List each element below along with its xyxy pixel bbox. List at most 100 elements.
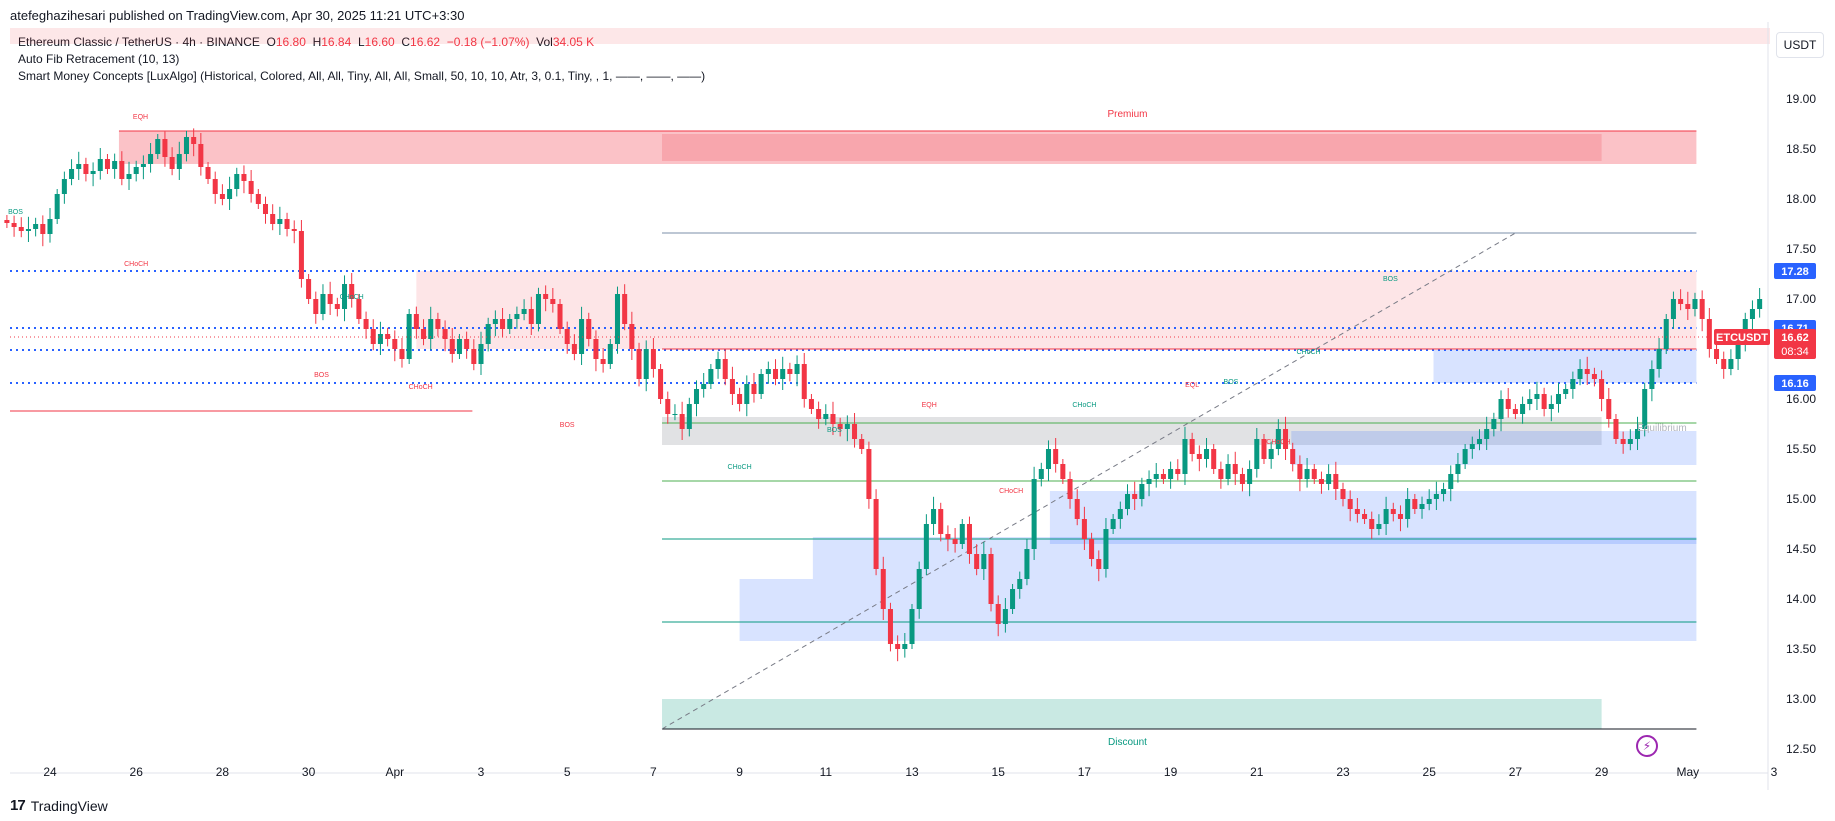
candle-body [564, 329, 570, 344]
candle-body [1067, 479, 1073, 499]
structure-label: CHoCH [409, 384, 433, 391]
flash-icon[interactable]: ⚡ [1636, 735, 1658, 757]
candle-body [155, 139, 161, 154]
candle-body [219, 194, 225, 199]
price-badge [1774, 375, 1816, 391]
premium-zone [118, 131, 1697, 164]
x-tick-label: 17 [1078, 765, 1092, 779]
candle-body [33, 224, 39, 229]
candle-body [1591, 374, 1597, 379]
candle-body [758, 374, 764, 394]
y-tick-label: 18.00 [1786, 192, 1816, 206]
candle-body [622, 294, 628, 324]
candle-body [959, 524, 965, 544]
x-tick-label: 7 [650, 765, 657, 779]
candle-body [1397, 514, 1403, 519]
candle-body [1110, 519, 1116, 529]
candle-body [1153, 474, 1159, 479]
candle-body [248, 181, 254, 194]
candle-body [227, 189, 233, 199]
price-badge [1774, 263, 1816, 279]
structure-label: CHoCH [999, 488, 1023, 495]
candle-body [1656, 349, 1662, 369]
candle-body [428, 319, 434, 339]
price-badge-label: 16.16 [1781, 378, 1809, 390]
candle-body [1031, 479, 1037, 549]
candle-body [744, 384, 750, 404]
candle-body [500, 319, 506, 329]
candle-body [1635, 429, 1641, 439]
candle-body [183, 137, 189, 154]
candle-body [507, 319, 513, 329]
candle-body [1117, 509, 1123, 519]
candle-body [1124, 494, 1131, 509]
candle-body [658, 369, 664, 399]
x-tick-label: 30 [302, 765, 316, 779]
change-value: −0.18 (−1.07%) [446, 35, 530, 49]
candle-body [1239, 474, 1245, 484]
candle-body [1211, 449, 1217, 469]
tradingview-logo-icon: 17 [10, 797, 26, 814]
x-tick-label: 27 [1509, 765, 1523, 779]
candle-body [981, 554, 987, 569]
candle-body [1757, 299, 1763, 309]
candle-body [54, 194, 60, 219]
candle-body [765, 369, 771, 374]
x-tick-label: 19 [1164, 765, 1178, 779]
candle-body [1376, 524, 1382, 529]
indicator-fib[interactable]: Auto Fib Retracement (10, 13) [18, 52, 180, 66]
countdown-label: 08:34 [1781, 346, 1809, 358]
candle-body [399, 349, 405, 359]
candle-body [83, 164, 89, 174]
y-tick-label: 14.50 [1786, 542, 1816, 556]
currency-selector[interactable]: USDT [1776, 32, 1824, 58]
candle-body [176, 154, 182, 169]
price-badge-label: 17.28 [1781, 266, 1809, 278]
candle-body [126, 174, 132, 179]
indicator-smc[interactable]: Smart Money Concepts [LuxAlgo] (Historic… [18, 69, 706, 83]
candle-body [1735, 344, 1741, 359]
candle-body [528, 309, 534, 324]
candle-body [47, 219, 53, 234]
candle-body [25, 229, 31, 231]
candle-body [1225, 464, 1231, 479]
structure-label: BOS [314, 372, 329, 379]
candle-body [614, 294, 620, 344]
candle-body [1620, 439, 1626, 444]
candle-body [607, 344, 613, 364]
candle-body [701, 384, 707, 389]
candle-body [1491, 419, 1497, 429]
x-tick-label: 24 [43, 765, 57, 779]
candle-body [586, 319, 592, 339]
candle-body [773, 369, 779, 379]
structure-label: CHoCH [124, 261, 148, 268]
candle-body [1520, 404, 1526, 414]
candle-body [571, 344, 577, 354]
candle-body [306, 279, 312, 299]
structure-label: CHoCH [340, 294, 364, 301]
candle-body [801, 364, 807, 399]
tradingview-footer[interactable]: 17 TradingView [10, 797, 108, 814]
candle-body [1304, 469, 1310, 479]
candle-body [133, 167, 139, 174]
candle-body [672, 414, 678, 415]
candle-body [1369, 519, 1375, 529]
demand-zone-3 [1049, 491, 1697, 544]
candle-body [1505, 399, 1511, 409]
candle-body [909, 609, 915, 644]
zone-label: Premium [1107, 109, 1147, 120]
candle-body [837, 424, 843, 429]
candle-body [1254, 439, 1260, 469]
structure-label: BOS [8, 209, 23, 216]
candle-body [90, 171, 96, 174]
candle-body [1290, 449, 1296, 464]
y-tick-label: 12.50 [1786, 742, 1816, 756]
candle-body [421, 329, 427, 339]
symbol-legend-row[interactable]: Ethereum Classic / TetherUS · 4h · BINAN… [18, 34, 705, 51]
candle-body [1002, 609, 1008, 624]
candle-body [1318, 479, 1324, 484]
candle-body [852, 424, 858, 439]
symbol-title[interactable]: Ethereum Classic / TetherUS · 4h · BINAN… [18, 35, 260, 49]
candle-body [1534, 394, 1540, 399]
